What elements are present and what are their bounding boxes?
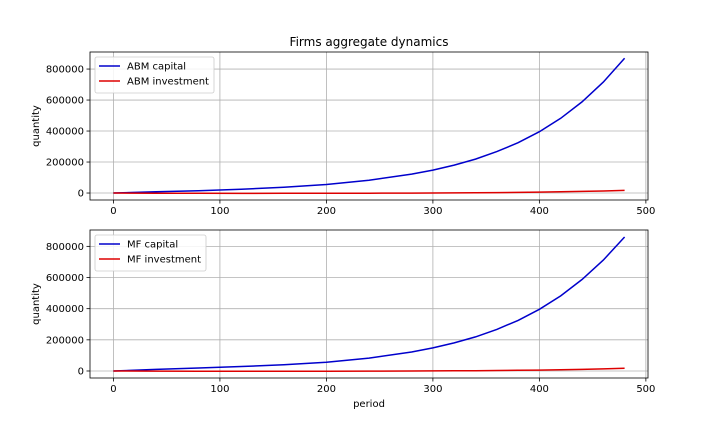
y-tick-label: 400000 bbox=[46, 304, 84, 315]
x-tick-label: 500 bbox=[636, 206, 655, 217]
y-tick-label: 600000 bbox=[46, 96, 84, 107]
legend-entry: MF capital bbox=[127, 240, 178, 251]
x-tick-label: 400 bbox=[530, 384, 549, 395]
legend-entry: MF investment bbox=[127, 255, 201, 266]
series-line-abm-capital bbox=[113, 57, 626, 194]
chart-panel-top: 0 100 200 300 400 500 0 200000 400000 600000 80000… bbox=[31, 51, 655, 217]
y-tick-label: 800000 bbox=[46, 242, 84, 253]
chart-panel-bottom: 0 100 200 300 400 500 0 200000 400000 600000 80000… bbox=[31, 229, 655, 395]
x-tick-label: 500 bbox=[636, 384, 655, 395]
y-tick-label: 0 bbox=[78, 366, 84, 377]
x-tick-label: 400 bbox=[530, 206, 549, 217]
legend-entry: ABM capital bbox=[127, 62, 186, 73]
y-tick-label: 400000 bbox=[46, 127, 84, 138]
axes-frame bbox=[89, 229, 649, 379]
y-tick-label: 600000 bbox=[46, 273, 84, 284]
y-tick-label: 200000 bbox=[46, 335, 84, 346]
legend-box bbox=[94, 234, 207, 272]
x-tick-label: 300 bbox=[423, 206, 442, 217]
y-tick-label: 0 bbox=[78, 189, 84, 200]
x-tick-label: 300 bbox=[423, 384, 442, 395]
x-tick-label: 100 bbox=[210, 206, 229, 217]
y-tick-label: 800000 bbox=[46, 65, 84, 76]
y-axis-label: quantity bbox=[31, 105, 42, 147]
chart-title: Firms aggregate dynamics bbox=[290, 35, 449, 49]
x-tick-label: 200 bbox=[317, 206, 336, 217]
axes-frame bbox=[89, 51, 649, 201]
x-tick-label: 0 bbox=[110, 206, 116, 217]
x-tick-label: 100 bbox=[210, 384, 229, 395]
legend-entry: ABM investment bbox=[127, 77, 209, 88]
x-tick-label: 0 bbox=[110, 384, 116, 395]
series-line-mf-investment bbox=[113, 367, 625, 373]
series-line-mf-capital bbox=[113, 236, 626, 372]
y-tick-label: 200000 bbox=[46, 158, 84, 169]
legend-box bbox=[94, 56, 215, 94]
series-line-abm-investment bbox=[113, 189, 625, 195]
x-tick-label: 200 bbox=[317, 384, 336, 395]
y-axis-label: quantity bbox=[31, 283, 42, 325]
x-axis-label: period bbox=[353, 399, 385, 410]
